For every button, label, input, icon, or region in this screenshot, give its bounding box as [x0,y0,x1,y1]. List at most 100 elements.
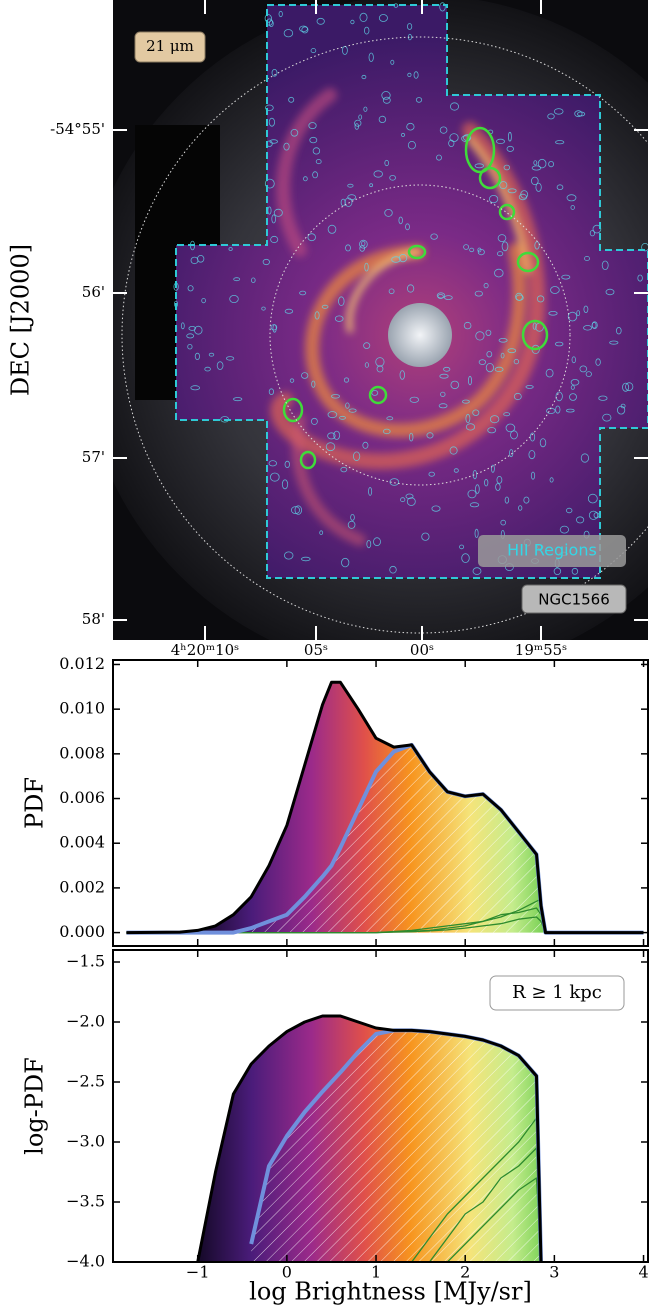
region-contour [384,208,393,217]
region-contour [390,59,395,65]
region-contour [509,449,514,458]
region-contour [474,528,479,539]
region-contour [187,285,194,292]
region-contour [431,505,441,512]
region-contour [303,176,308,182]
plot-area [126,680,644,935]
region-contour [453,468,459,473]
region-contour [467,489,477,499]
region-contour [507,131,512,142]
region-contour [389,175,396,181]
y-tick-label: −2.5 [66,1072,105,1091]
region-contour [561,274,571,280]
region-contour [334,315,344,322]
plot-frame [112,949,649,1263]
region-contour [469,502,480,508]
region-contour [187,344,193,350]
y-tick-label: 56' [82,283,105,301]
region-contour [478,359,487,365]
y-tick-label: 0.008 [59,743,105,762]
region-contour [523,496,530,504]
region-contour [347,183,354,188]
region-contour [436,154,442,161]
region-contour [545,368,554,378]
region-contour [507,188,517,194]
y-tick-label: 0.010 [59,699,105,718]
region-contour [311,380,316,388]
region-contour [319,530,324,535]
region-contour [300,556,311,562]
region-contour [310,417,318,425]
region-contour [369,183,374,188]
region-contour [575,516,585,524]
region-contour [406,122,415,131]
region-contour [571,567,579,575]
region-contour [535,182,542,192]
region-contour [265,104,274,111]
region-contour [262,258,270,266]
region-contour [348,408,357,413]
region-contour [530,471,536,480]
region-contour [439,126,448,134]
region-contour [625,382,634,392]
region-contour [321,304,329,309]
region-contour [268,460,277,467]
region-contour [406,497,416,506]
region-contour [190,256,199,265]
region-contour [271,214,277,224]
line [428,1147,542,1262]
region-contour [467,375,472,386]
region-contours [173,2,648,575]
region-contour [364,26,370,35]
region-contour [399,370,405,380]
region-contour [371,389,379,396]
region-contour [506,145,514,152]
region-contour [503,164,510,171]
y-tick-label: 57' [82,448,105,466]
region-contour [382,428,391,435]
legend-box [478,535,626,567]
y-tick-label: 58' [82,610,105,628]
region-contour [309,136,318,144]
region-contour [500,352,505,359]
region-contour [528,450,536,460]
region-contour [290,506,300,515]
region-contour [361,74,367,80]
region-contour [341,557,350,568]
region-contour [352,451,361,462]
region-contour [270,324,278,331]
region-contour [373,170,383,178]
hii-contours [282,126,549,470]
region-contour [389,565,397,574]
y-tick-label: 0.006 [59,788,105,807]
y-tick-label: −4.0 [66,1252,105,1271]
region-contour [407,72,412,78]
region-contour [438,403,448,409]
region-contour [616,405,626,415]
region-contour [440,391,446,397]
region-contour [269,472,280,482]
galaxy-image: 21 μm HII Regions NGC1566 [113,0,648,640]
y-tick-label: 0.000 [59,922,105,941]
region-contour [461,399,470,404]
y-tick-label: −3.0 [66,1132,105,1151]
region-contour [485,362,494,373]
region-contour [400,132,406,137]
region-contour [190,385,201,391]
region-contour [587,493,598,504]
galaxy-name-box [521,584,627,614]
region-contour [363,106,368,112]
region-contour [350,514,355,521]
region-contour [398,254,408,263]
annotation-box [489,975,625,1011]
region-contour [327,224,337,234]
region-contour [347,520,356,529]
region-contour [465,413,471,424]
region-contour [364,362,369,368]
region-contour [301,372,309,379]
legend-label: HII Regions [507,541,597,560]
y-axis-title: PDF [21,777,49,829]
hatched-area [251,1030,541,1262]
x-tick-label: 2 [460,1263,470,1282]
region-contour [359,245,366,252]
